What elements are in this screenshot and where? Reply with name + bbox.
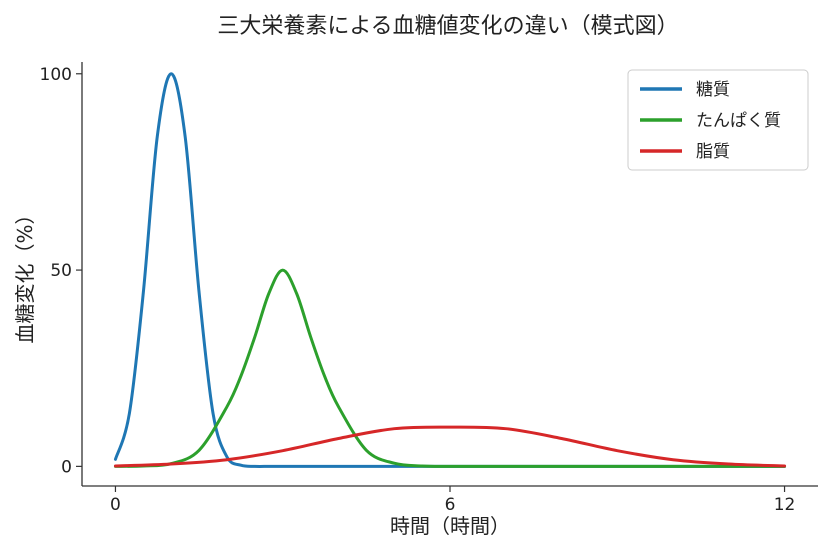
y-tick-label: 100 xyxy=(40,65,72,85)
y-axis-label: 血糖変化（%） xyxy=(13,204,37,343)
x-tick-label: 0 xyxy=(110,495,121,515)
chart-series xyxy=(113,72,787,468)
x-axis-label: 時間（時間） xyxy=(390,514,510,538)
legend-label-carbohydrate: 糖質 xyxy=(696,80,730,100)
chart-title: 三大栄養素による血糖値変化の違い（模式図） xyxy=(217,14,678,39)
chart-ticks: 0 6 12 0 50 100 xyxy=(40,65,796,515)
series-line-fat xyxy=(113,425,787,468)
series-line-protein xyxy=(113,268,787,468)
y-tick-label: 0 xyxy=(61,457,72,477)
legend-label-fat: 脂質 xyxy=(696,142,730,162)
y-tick-label: 50 xyxy=(50,261,72,281)
legend-box xyxy=(627,69,809,171)
x-tick-label: 12 xyxy=(774,495,796,515)
x-tick-label: 6 xyxy=(445,495,456,515)
legend-label-protein: たんぱく質 xyxy=(696,111,781,131)
